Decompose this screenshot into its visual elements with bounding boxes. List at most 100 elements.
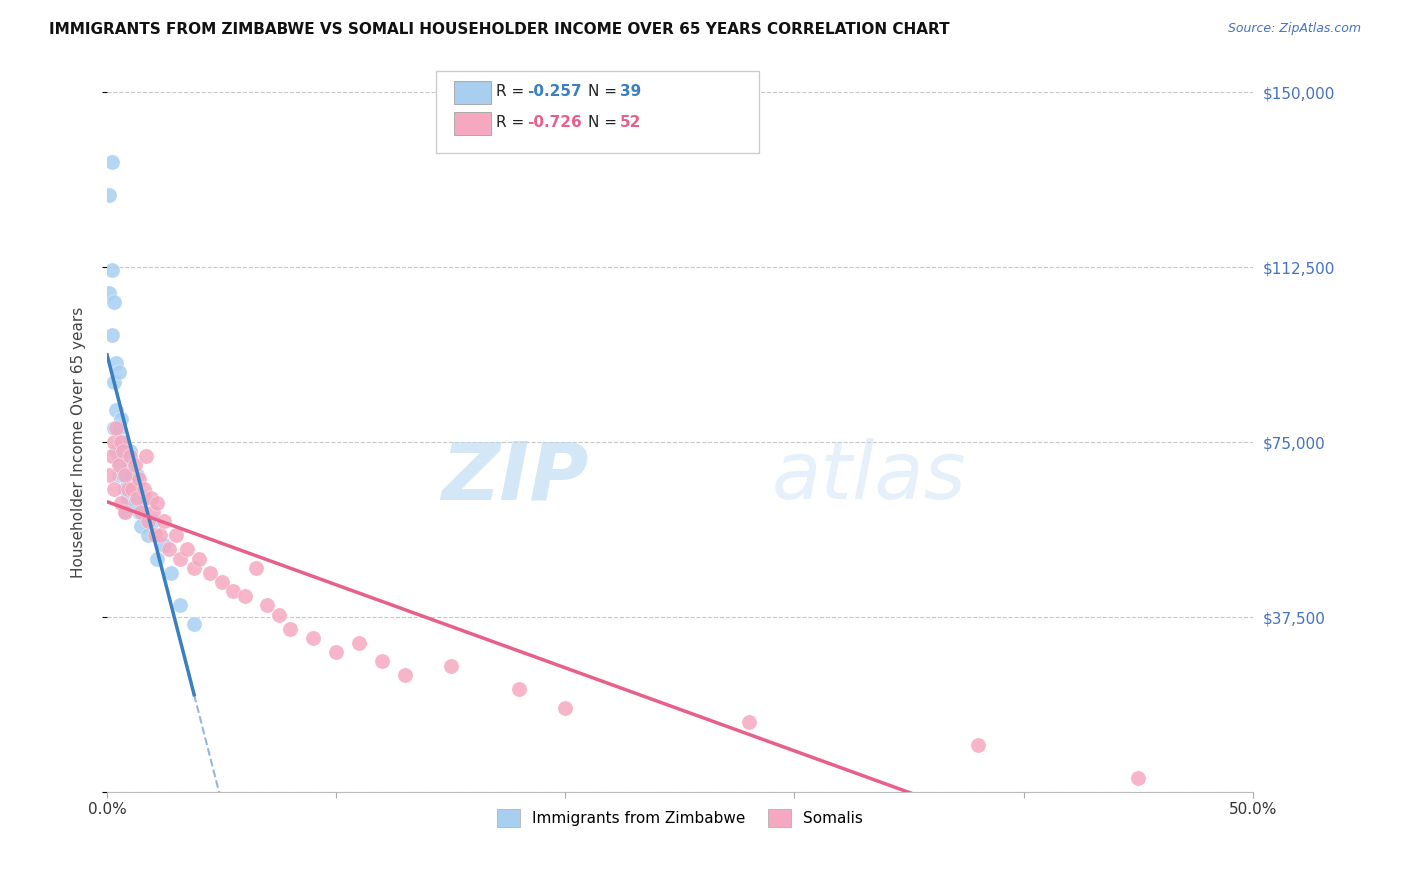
Point <box>125 467 148 482</box>
Point <box>325 645 347 659</box>
Y-axis label: Householder Income Over 65 years: Householder Income Over 65 years <box>72 307 86 578</box>
Point <box>121 482 143 496</box>
Point <box>165 528 187 542</box>
Point <box>966 739 988 753</box>
Point <box>107 458 129 473</box>
Point <box>146 496 169 510</box>
Point <box>103 375 125 389</box>
Point <box>183 617 205 632</box>
Point <box>103 421 125 435</box>
Text: atlas: atlas <box>772 438 966 516</box>
Point <box>211 575 233 590</box>
Point <box>103 482 125 496</box>
Point <box>114 449 136 463</box>
Point <box>107 467 129 482</box>
Point <box>222 584 245 599</box>
Point <box>114 482 136 496</box>
Point <box>132 491 155 505</box>
Point <box>117 458 139 473</box>
Point <box>233 589 256 603</box>
Point <box>256 599 278 613</box>
Point <box>135 449 157 463</box>
Point <box>169 551 191 566</box>
Point <box>117 482 139 496</box>
Point <box>302 631 325 645</box>
Point <box>139 491 162 505</box>
Point <box>105 356 128 370</box>
Point <box>142 505 165 519</box>
Point <box>98 188 121 202</box>
Point <box>98 467 121 482</box>
Text: -0.726: -0.726 <box>527 115 582 129</box>
Point <box>128 473 150 487</box>
Point <box>132 482 155 496</box>
Point <box>107 365 129 379</box>
Point <box>136 515 159 529</box>
Point <box>114 505 136 519</box>
Point <box>105 444 128 458</box>
Point <box>347 636 370 650</box>
Point <box>105 402 128 417</box>
Point <box>183 561 205 575</box>
Point <box>157 542 180 557</box>
Point <box>136 528 159 542</box>
Point <box>114 505 136 519</box>
Point <box>280 622 302 636</box>
Point <box>100 155 122 169</box>
Point <box>118 449 141 463</box>
Point <box>146 551 169 566</box>
Text: R =: R = <box>496 85 530 99</box>
Text: ZIP: ZIP <box>441 438 588 516</box>
Point <box>1126 771 1149 785</box>
Point <box>103 435 125 450</box>
Text: N =: N = <box>588 85 621 99</box>
Point <box>112 467 135 482</box>
Legend: Immigrants from Zimbabwe, Somalis: Immigrants from Zimbabwe, Somalis <box>491 803 869 833</box>
Point <box>508 682 530 697</box>
Point <box>131 519 153 533</box>
Point <box>143 528 166 542</box>
Point <box>440 659 463 673</box>
Text: 39: 39 <box>620 85 641 99</box>
Text: 52: 52 <box>620 115 641 129</box>
Point <box>110 435 132 450</box>
Point <box>105 421 128 435</box>
Point <box>118 444 141 458</box>
Point <box>176 542 198 557</box>
Point <box>160 566 183 580</box>
Point <box>98 285 121 300</box>
Point <box>149 528 172 542</box>
Point <box>169 599 191 613</box>
Point <box>103 295 125 310</box>
Point <box>394 668 416 682</box>
Point <box>112 435 135 450</box>
Point <box>125 491 148 505</box>
Point <box>112 444 135 458</box>
Point <box>198 566 221 580</box>
Point <box>107 454 129 468</box>
Point <box>110 444 132 458</box>
Point <box>153 538 176 552</box>
Text: -0.257: -0.257 <box>527 85 582 99</box>
Point <box>117 491 139 505</box>
Text: Source: ZipAtlas.com: Source: ZipAtlas.com <box>1227 22 1361 36</box>
Point <box>267 607 290 622</box>
Point <box>131 505 153 519</box>
Point <box>110 412 132 426</box>
Point <box>107 421 129 435</box>
Point <box>124 496 146 510</box>
Point <box>121 482 143 496</box>
Text: N =: N = <box>588 115 621 129</box>
Point <box>100 262 122 277</box>
Point <box>124 458 146 473</box>
Point <box>554 701 576 715</box>
Point <box>371 654 394 668</box>
Point <box>110 496 132 510</box>
Point <box>118 467 141 482</box>
Point <box>142 515 165 529</box>
Point <box>100 449 122 463</box>
Point <box>187 551 209 566</box>
Point <box>128 505 150 519</box>
Text: R =: R = <box>496 115 530 129</box>
Point <box>245 561 267 575</box>
